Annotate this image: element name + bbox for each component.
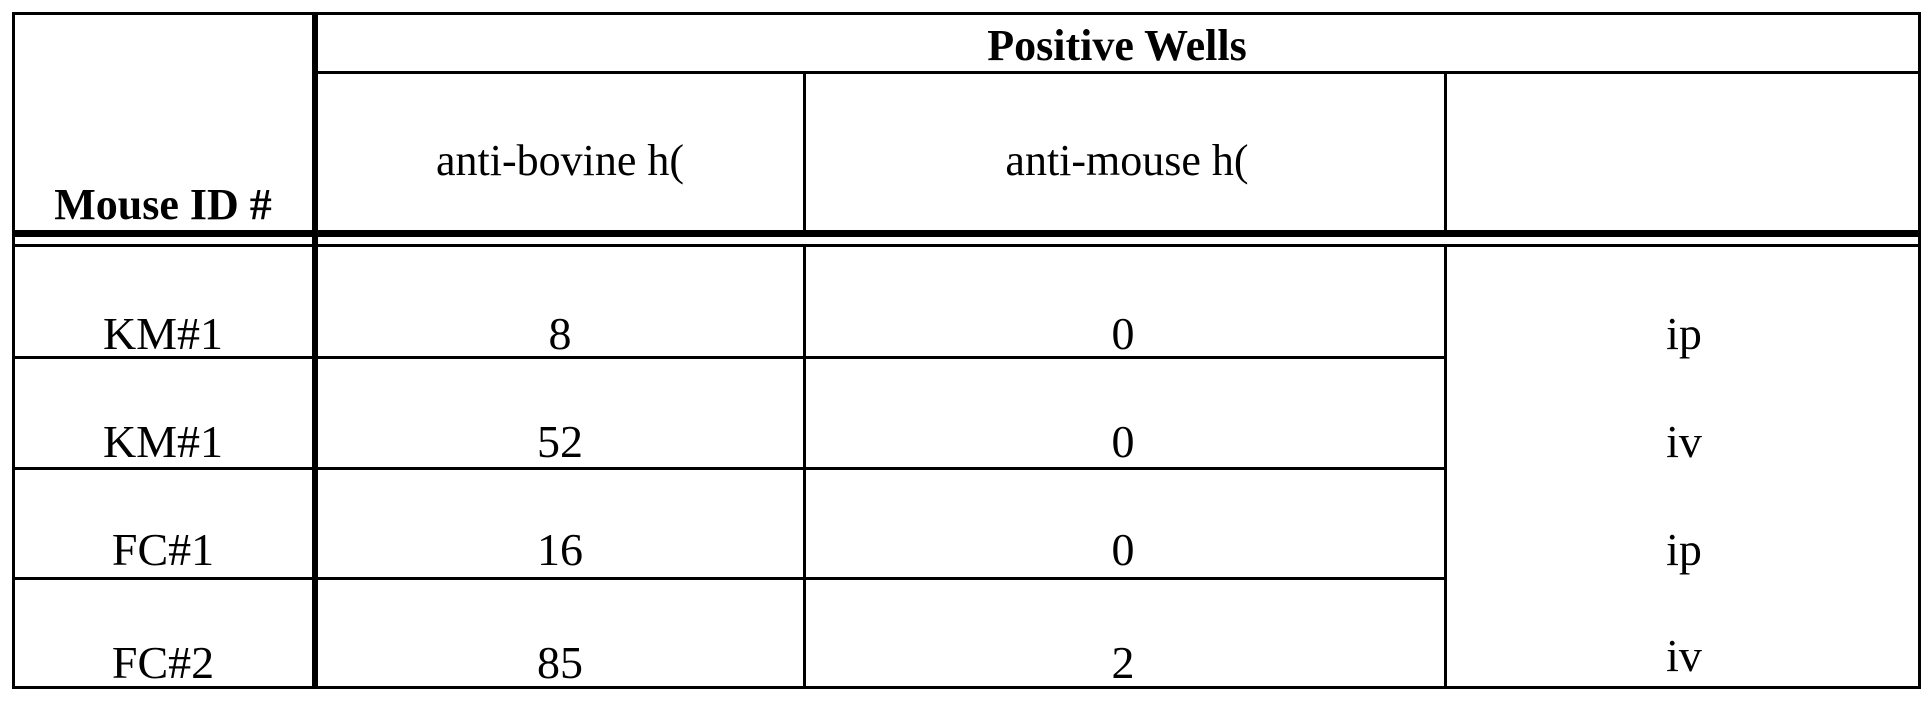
anti-bovine-header: anti-bovine h(: [435, 136, 685, 185]
column-divider-2-header: [1444, 71, 1447, 231]
column-divider-mouse-id: [312, 12, 318, 689]
anti-mouse-header: anti-mouse h(: [1005, 136, 1249, 185]
table-border-bottom: [12, 686, 1921, 689]
row-3-anti-mouse: 0: [1111, 524, 1135, 575]
mouse-id-header: Mouse ID #: [54, 180, 272, 229]
row-2-anti-mouse: 0: [1111, 416, 1135, 467]
row-2-mouse-id: KM#1: [102, 416, 224, 467]
row-divider-2: [12, 467, 1447, 470]
table-border-left: [12, 12, 15, 689]
group-header-divider: [315, 71, 1921, 74]
row-4-mouse-id: FC#2: [111, 637, 215, 688]
column-divider-1-header: [803, 71, 806, 231]
header-separator-thick: [12, 230, 1921, 237]
row-3-anti-bovine: 16: [537, 524, 583, 575]
row-divider-3: [12, 577, 1447, 580]
row-4-anti-bovine: 85: [537, 637, 583, 688]
row-1-anti-mouse: 0: [1111, 308, 1135, 359]
row-2-anti-bovine: 52: [537, 416, 583, 467]
row-1-anti-bovine: 8: [548, 308, 572, 359]
row-3-route: ip: [1666, 524, 1702, 575]
row-1-mouse-id: KM#1: [102, 308, 224, 359]
row-4-anti-mouse: 2: [1111, 637, 1135, 688]
row-2-route: iv: [1666, 416, 1702, 467]
row-divider-1: [12, 356, 1447, 359]
table-border-right: [1918, 12, 1921, 689]
row-3-mouse-id: FC#1: [111, 524, 215, 575]
positive-wells-header: Positive Wells: [987, 21, 1247, 70]
row-1-route: ip: [1666, 308, 1702, 359]
table-border-top: [12, 12, 1921, 15]
header-separator-thin: [12, 244, 1921, 247]
row-4-route: iv: [1666, 630, 1702, 681]
